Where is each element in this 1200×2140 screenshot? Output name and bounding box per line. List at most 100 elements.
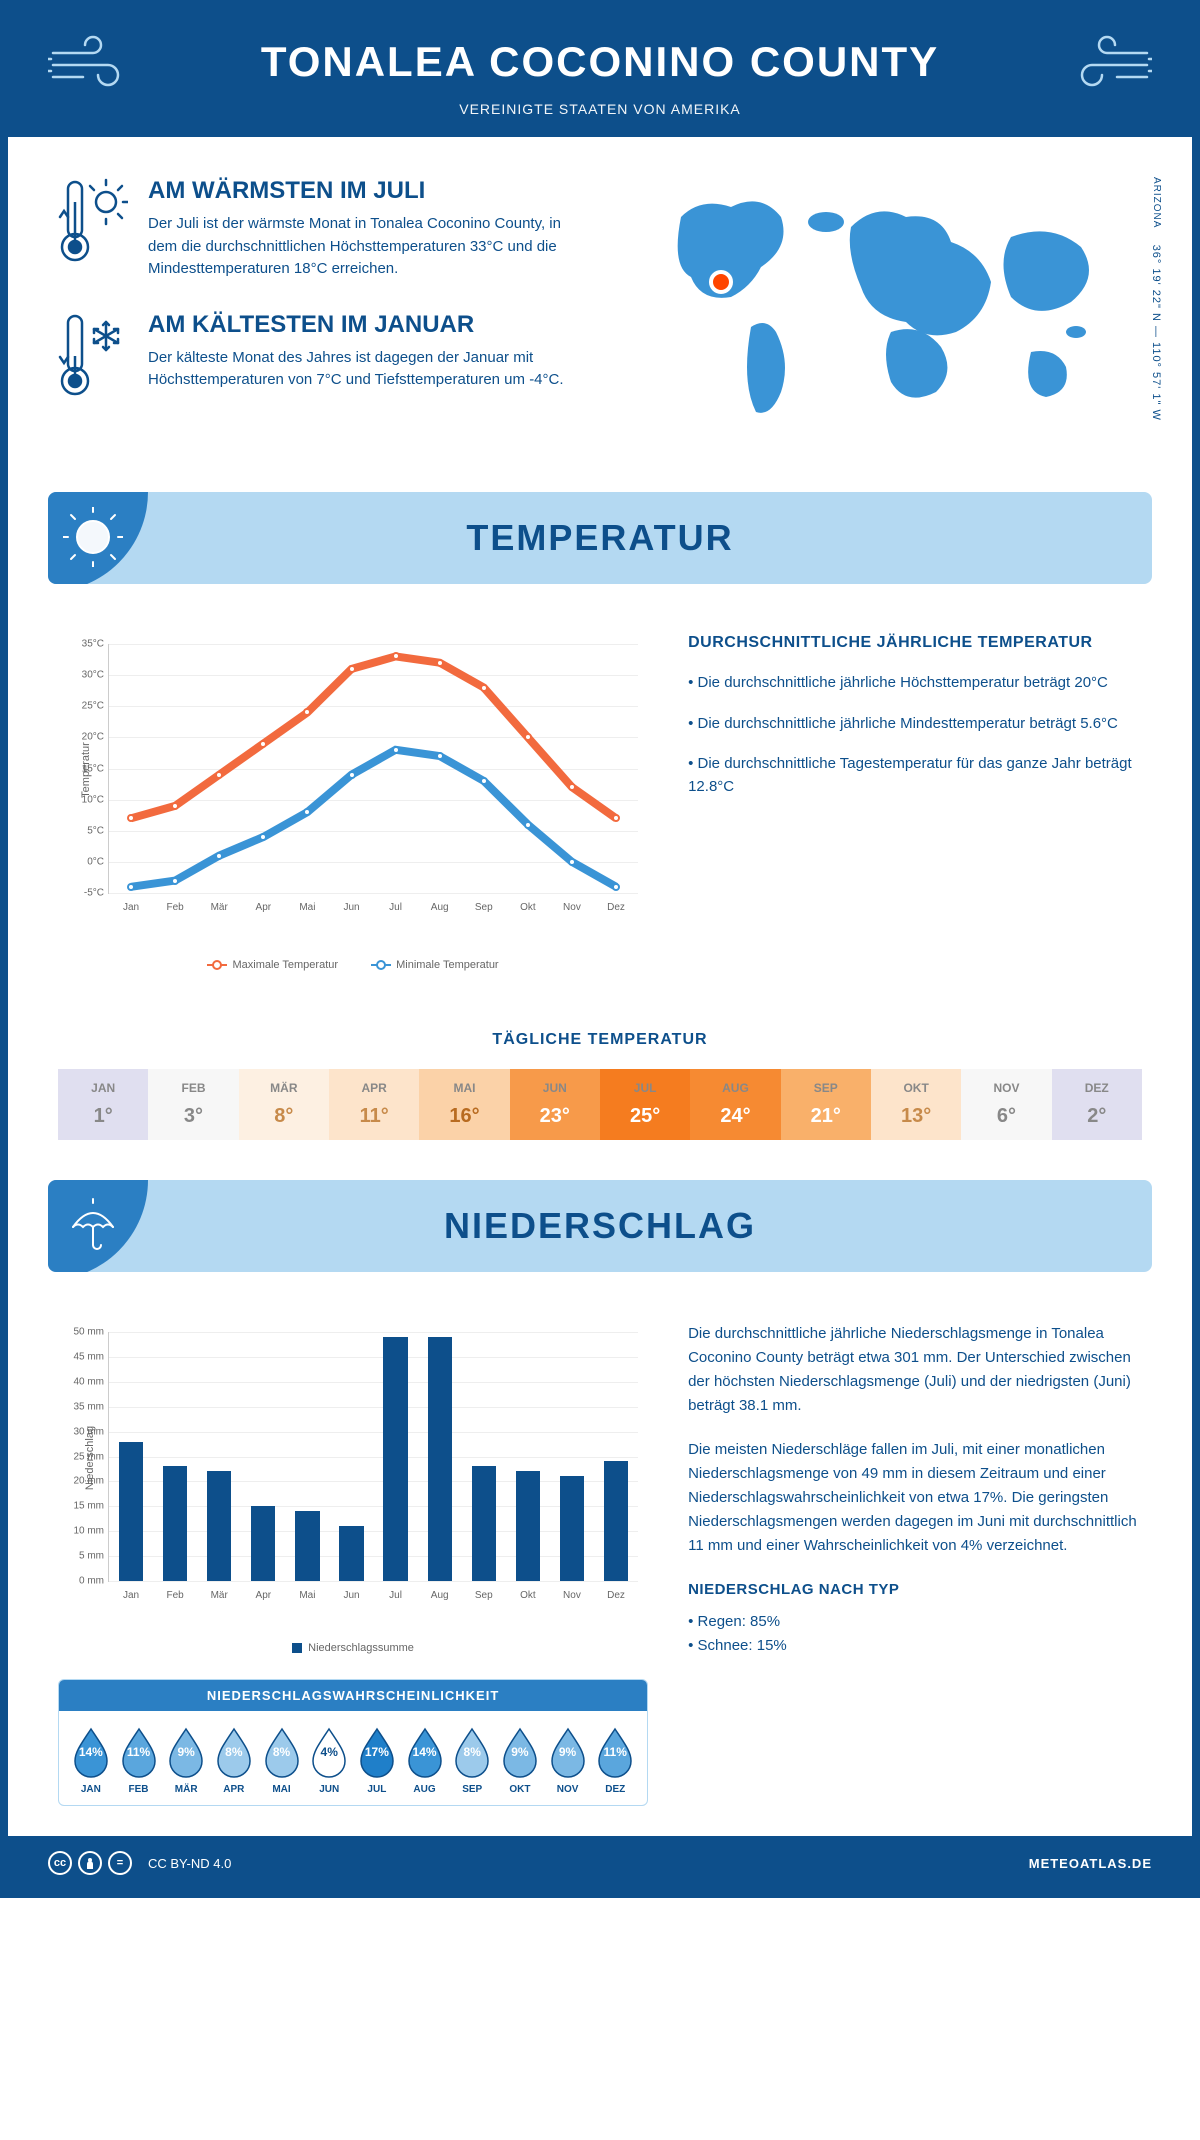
chart-marker [392,652,400,660]
chart-marker [436,752,444,760]
daily-temp-cell: OKT13° [871,1069,961,1140]
daily-temp-value: 8° [243,1105,325,1128]
map-column: ARIZONA 36° 19' 22" N — 110° 57' 1" W [620,177,1142,442]
xtick-label: Jul [389,902,402,913]
header: TONALEA COCONINO COUNTY VEREINIGTE STAAT… [8,8,1192,137]
precip-bar [207,1471,231,1581]
precip-bar [472,1466,496,1581]
footer: cc = CC BY-ND 4.0 METEOATLAS.DE [8,1836,1192,1890]
xtick-label: Okt [520,1590,536,1601]
chart-marker [480,777,488,785]
precipitation-section: Niederschlag 0 mm5 mm10 mm15 mm20 mm25 m… [8,1292,1192,1836]
ytick-label: 40 mm [69,1376,104,1387]
temp-info-bullet: • Die durchschnittliche jährliche Mindes… [688,713,1142,736]
probability-value: 8% [225,1745,242,1759]
temp-info-title: DURCHSCHNITTLICHE JÄHRLICHE TEMPERATUR [688,634,1142,652]
chart-marker [480,684,488,692]
chart-marker [568,783,576,791]
chart-marker [171,802,179,810]
ytick-label: 50 mm [69,1327,104,1338]
wind-icon [1062,33,1152,98]
ytick-label: 25 mm [69,1451,104,1462]
precipitation-heading: NIEDERSCHLAG [78,1205,1122,1247]
precipitation-left-column: Niederschlag 0 mm5 mm10 mm15 mm20 mm25 m… [58,1322,648,1806]
chart-marker [259,740,267,748]
chart-marker [303,708,311,716]
umbrella-icon [48,1180,148,1272]
droplet-icon: 8% [212,1726,256,1778]
probability-month: FEB [115,1784,163,1795]
daily-temp-cell: SEP21° [781,1069,871,1140]
droplet-icon: 11% [117,1726,161,1778]
precip-bar [295,1511,319,1581]
precip-chart-legend: Niederschlagssumme [58,1642,648,1654]
probability-value: 9% [559,1745,576,1759]
xtick-label: Jul [389,1590,402,1601]
legend-min-label: Minimale Temperatur [396,959,499,971]
precip-paragraph-1: Die durchschnittliche jährliche Niedersc… [688,1322,1142,1418]
chart-marker [348,665,356,673]
coords-value: 36° 19' 22" N — 110° 57' 1" W [1150,245,1162,421]
chart-marker [568,858,576,866]
xtick-label: Apr [256,902,272,913]
daily-month-label: NOV [965,1081,1047,1095]
ytick-label: 15 mm [69,1501,104,1512]
chart-marker [436,659,444,667]
ytick-label: 0 mm [69,1576,104,1587]
daily-temp-cell: JUN23° [510,1069,600,1140]
precip-bar [119,1442,143,1581]
ytick-label: 25°C [69,701,104,712]
ytick-label: 15°C [69,763,104,774]
chart-marker [524,821,532,829]
daily-temp-cell: FEB3° [148,1069,238,1140]
daily-temp-value: 1° [62,1105,144,1128]
xtick-label: Nov [563,1590,581,1601]
precipitation-text: Die durchschnittliche jährliche Niedersc… [688,1322,1142,1806]
daily-temp-cell: MÄR8° [239,1069,329,1140]
legend-max-label: Maximale Temperatur [232,959,338,971]
droplet-icon: 4% [307,1726,351,1778]
xtick-label: Mär [211,902,228,913]
xtick-label: Okt [520,902,536,913]
probability-month: JUL [353,1784,401,1795]
xtick-label: Mai [299,902,315,913]
droplet-icon: 14% [69,1726,113,1778]
probability-cell: 11%DEZ [591,1726,639,1795]
daily-month-label: APR [333,1081,415,1095]
xtick-label: Dez [607,902,625,913]
droplet-icon: 9% [498,1726,542,1778]
ytick-label: 10 mm [69,1526,104,1537]
ytick-label: 30 mm [69,1426,104,1437]
daily-temp-grid: JAN1°FEB3°MÄR8°APR11°MAI16°JUN23°JUL25°A… [58,1069,1142,1140]
chart-marker [171,877,179,885]
temp-chart-legend: Maximale Temperatur Minimale Temperatur [58,959,648,971]
daily-temp-cell: NOV6° [961,1069,1051,1140]
probability-month: MÄR [162,1784,210,1795]
coordinates-label: ARIZONA 36° 19' 22" N — 110° 57' 1" W [1150,177,1162,421]
probability-cell: 8% APR [210,1726,258,1795]
probability-value: 11% [127,1745,150,1759]
probability-month: OKT [496,1784,544,1795]
daily-temp-value: 13° [875,1105,957,1128]
daily-month-label: SEP [785,1081,867,1095]
temperature-banner: TEMPERATUR [48,492,1152,584]
xtick-label: Sep [475,902,493,913]
ytick-label: 10°C [69,794,104,805]
xtick-label: Dez [607,1590,625,1601]
droplet-icon: 14% [403,1726,447,1778]
nd-icon: = [108,1851,132,1875]
probability-cell: 14%JAN [67,1726,115,1795]
ytick-label: 20°C [69,732,104,743]
ytick-label: -5°C [69,888,104,899]
license-block: cc = CC BY-ND 4.0 [48,1851,231,1875]
chart-marker [259,833,267,841]
probability-value: 11% [604,1745,627,1759]
probability-title: NIEDERSCHLAGSWAHRSCHEINLICHKEIT [59,1680,647,1711]
ytick-label: 20 mm [69,1476,104,1487]
probability-month: APR [210,1784,258,1795]
precip-bar [560,1476,584,1581]
chart-marker [303,808,311,816]
warmest-title: AM WÄRMSTEN IM JULI [148,177,580,205]
daily-month-label: JUN [514,1081,596,1095]
precip-type-rain: • Regen: 85% [688,1610,1142,1634]
